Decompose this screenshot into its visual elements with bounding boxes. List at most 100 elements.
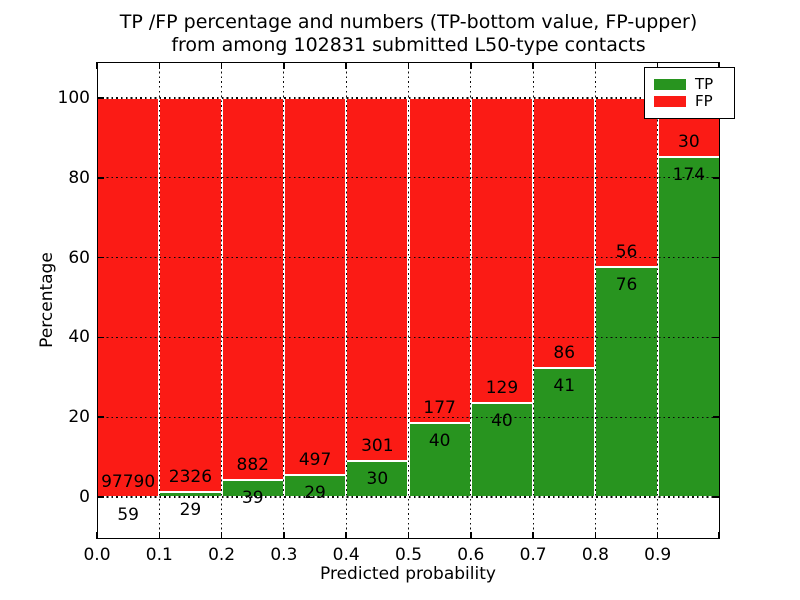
bar-count-label-tp: 40 (491, 410, 513, 431)
v-gridline (470, 62, 472, 539)
y-tick-label: 60 (68, 247, 90, 268)
y-tick-mark (713, 416, 720, 418)
bar-count-label-tp: 30 (366, 468, 389, 489)
bar-count-label-tp: 29 (179, 500, 202, 521)
v-gridline (407, 62, 410, 539)
x-tick-mark (220, 532, 223, 539)
x-tick-label: 0.1 (145, 545, 173, 565)
bar-count-label-fp: 86 (553, 343, 576, 364)
x-tick-mark (283, 532, 285, 539)
h-gridline (97, 336, 720, 338)
x-tick-label: 0.2 (208, 545, 236, 565)
y-axis-label: Percentage (37, 252, 57, 348)
legend-item-tp: TP (654, 77, 726, 92)
x-tick-mark (656, 62, 659, 69)
legend-swatch-fp-icon (654, 96, 686, 107)
bar-count-label-tp: 40 (428, 431, 451, 452)
y-tick-mark (97, 97, 104, 99)
bar-count-label-fp: 129 (485, 377, 519, 398)
bar-count-label-tp: 41 (553, 376, 576, 397)
y-tick-mark (713, 256, 720, 259)
y-tick-label: 40 (68, 327, 90, 348)
bar-count-label-fp: 497 (298, 450, 332, 470)
bar-segment-fp (470, 98, 534, 403)
bar-count-label-tp: 174 (672, 164, 706, 185)
y-tick-mark (97, 256, 104, 259)
x-tick-label: 0.5 (394, 545, 423, 565)
h-gridline (97, 97, 720, 99)
legend-label-tp: TP (695, 75, 714, 93)
y-tick-label: 80 (68, 167, 90, 188)
bar-count-label-tp: 29 (304, 483, 326, 503)
bar-count-label-fp: 56 (615, 242, 638, 263)
v-gridline (283, 62, 285, 539)
bar-count-label-tp: 59 (117, 504, 139, 525)
legend: TP FP (644, 67, 735, 119)
x-tick-mark (470, 532, 472, 539)
x-tick-mark (283, 62, 285, 69)
x-tick-mark (220, 62, 223, 69)
x-tick-mark (96, 532, 98, 539)
bar-count-label-fp: 301 (361, 435, 394, 456)
bar-segment-fp (97, 98, 160, 497)
y-tick-mark (713, 177, 720, 179)
h-gridline (97, 257, 720, 259)
bar-segment-fp (283, 98, 347, 475)
legend-swatch-tp-icon (654, 79, 686, 90)
x-tick-mark (407, 532, 410, 539)
y-tick-mark (97, 336, 104, 339)
v-gridline (532, 62, 534, 539)
x-tick-mark (717, 532, 720, 539)
bar-count-label-fp: 177 (423, 398, 456, 419)
y-tick-mark (97, 416, 104, 418)
bar-count-label-fp: 2326 (168, 467, 213, 488)
y-tick-label: 20 (68, 407, 90, 428)
x-tick-label: 0.4 (332, 545, 360, 565)
chart-title-line2: from among 102831 submitted L50-type con… (171, 34, 646, 56)
x-tick-label: 0.6 (457, 545, 485, 565)
bar-segment-fp (408, 98, 471, 424)
x-tick-mark (407, 62, 410, 69)
y-tick-mark (713, 496, 720, 498)
bar-count-label-fp: 97790 (101, 471, 156, 492)
bar-segment-fp (159, 98, 222, 493)
x-tick-mark (158, 532, 161, 539)
y-tick-label: 0 (79, 487, 90, 507)
x-tick-mark (656, 532, 659, 539)
v-gridline (158, 62, 160, 539)
bar-segment-fp (533, 98, 596, 369)
bar-segment-tp (657, 156, 720, 497)
x-tick-mark (532, 62, 534, 69)
bar-segment-fp (595, 98, 658, 268)
x-tick-mark (470, 62, 472, 69)
x-tick-mark (345, 532, 347, 539)
x-tick-label: 0.8 (581, 545, 609, 565)
chart-title-line1: TP /FP percentage and numbers (TP-bottom… (119, 11, 698, 33)
y-tick-mark (713, 336, 720, 339)
x-tick-label: 0.7 (519, 545, 547, 565)
y-tick-mark (97, 496, 104, 498)
x-tick-mark (594, 62, 597, 69)
bar-count-label-fp: 30 (678, 131, 700, 152)
y-tick-mark (97, 177, 104, 179)
x-tick-mark (345, 62, 347, 69)
bar-count-label-tp: 76 (615, 275, 638, 296)
bar-count-label-fp: 882 (236, 455, 269, 476)
x-tick-mark (717, 62, 720, 69)
chart-title: TP /FP percentage and numbers (TP-bottom… (97, 11, 720, 57)
y-tick-label: 100 (57, 88, 90, 108)
v-gridline (221, 62, 223, 539)
h-gridline (97, 496, 720, 498)
legend-label-fp: FP (695, 92, 713, 110)
x-tick-mark (532, 532, 534, 539)
x-tick-mark (594, 532, 597, 539)
x-tick-mark (158, 62, 161, 69)
x-axis-label: Predicted probability (320, 564, 496, 584)
v-gridline (594, 62, 596, 539)
plot-area: 97790 59 2326 29 882 39 497 29 301 30 177 40 129 40 86… (96, 62, 720, 539)
x-tick-label: 0.3 (270, 545, 298, 565)
bar-count-label-tp: 39 (241, 488, 264, 509)
legend-item-fp: FP (654, 94, 726, 109)
x-tick-label: 0.9 (644, 545, 672, 565)
